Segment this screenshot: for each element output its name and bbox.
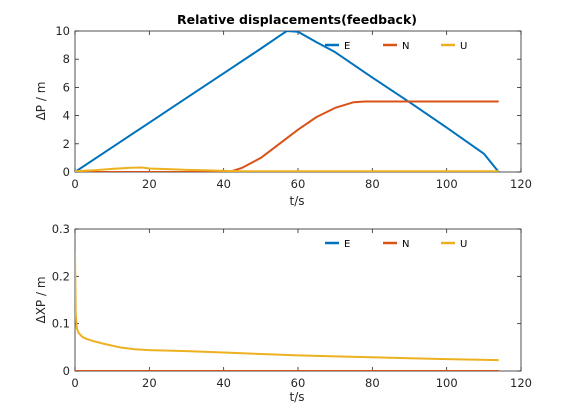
chart-1-legend-label-n: N — [402, 41, 409, 52]
chart-2-x-tick-label: 100 — [436, 376, 458, 390]
chart-1-plot-area: 0 20 40 60 80 100 120 0 2 4 6 8 10 E N U — [55, 24, 532, 191]
chart-2-axes-box — [74, 228, 522, 372]
chart-1-x-tick-label: 20 — [142, 177, 157, 191]
chart-1-title: Relative displacements(feedback) — [177, 12, 417, 27]
chart-1-x-tick-label: 120 — [510, 177, 532, 191]
chart-2-x-tick-label: 80 — [365, 376, 380, 390]
chart-1-legend-label-u: U — [460, 41, 467, 52]
chart-1-y-tick-label: 10 — [55, 24, 70, 38]
chart-2-plot-area: 0 20 40 60 80 100 120 0 0.1 0.2 0.3 E N U — [52, 222, 532, 390]
chart-2-y-tick-label: 0 — [63, 364, 70, 378]
chart-2-y-tick-label: 0.3 — [52, 222, 70, 236]
chart-1-y-tick-label: 4 — [63, 109, 70, 123]
chart-2-x-tick-label: 0 — [71, 376, 78, 390]
chart-2-x-axis-label: t/s — [290, 390, 305, 404]
chart-1-y-tick-label: 2 — [63, 137, 70, 151]
chart-1-x-tick-label: 40 — [216, 177, 231, 191]
chart-2-y-axis-label: ΔXP / m — [34, 276, 48, 323]
chart-1-series-u-line — [75, 166, 499, 172]
chart-2-series-u-line — [75, 252, 499, 362]
chart-1-legend-label-e: E — [344, 41, 350, 52]
chart-1-x-tick-label: 80 — [365, 177, 380, 191]
chart-1: Relative displacements(feedback) 0 20 40 60… — [34, 12, 532, 208]
chart-1-y-axis-label: ΔP / m — [34, 82, 48, 121]
chart-1-x-tick-label: 0 — [71, 177, 78, 191]
chart-2-legend-label-u: U — [460, 239, 467, 250]
chart-1-y-tick-label: 0 — [63, 165, 70, 179]
chart-2-y-tick-label: 0.2 — [52, 269, 70, 283]
chart-2-x-tick-label: 20 — [142, 376, 157, 390]
chart-2-legend-label-n: N — [402, 239, 409, 250]
chart-2-x-tick-label: 40 — [216, 376, 231, 390]
chart-2: 0 20 40 60 80 100 120 0 0.1 0.2 0.3 E N U t/s ΔXP / m — [34, 222, 532, 404]
chart-2-x-tick-label: 60 — [291, 376, 306, 390]
chart-2-x-tick-label: 120 — [510, 376, 532, 390]
chart-2-legend-label-e: E — [344, 239, 350, 250]
chart-1-x-tick-label: 60 — [291, 177, 306, 191]
chart-1-x-axis-label: t/s — [290, 194, 305, 208]
chart-1-series-e-line — [75, 31, 500, 172]
chart-2-y-tick-label: 0.1 — [52, 317, 70, 331]
chart-1-y-tick-label: 8 — [63, 52, 70, 66]
chart-1-y-tick-label: 6 — [63, 80, 70, 94]
chart-1-x-tick-label: 100 — [436, 177, 458, 191]
